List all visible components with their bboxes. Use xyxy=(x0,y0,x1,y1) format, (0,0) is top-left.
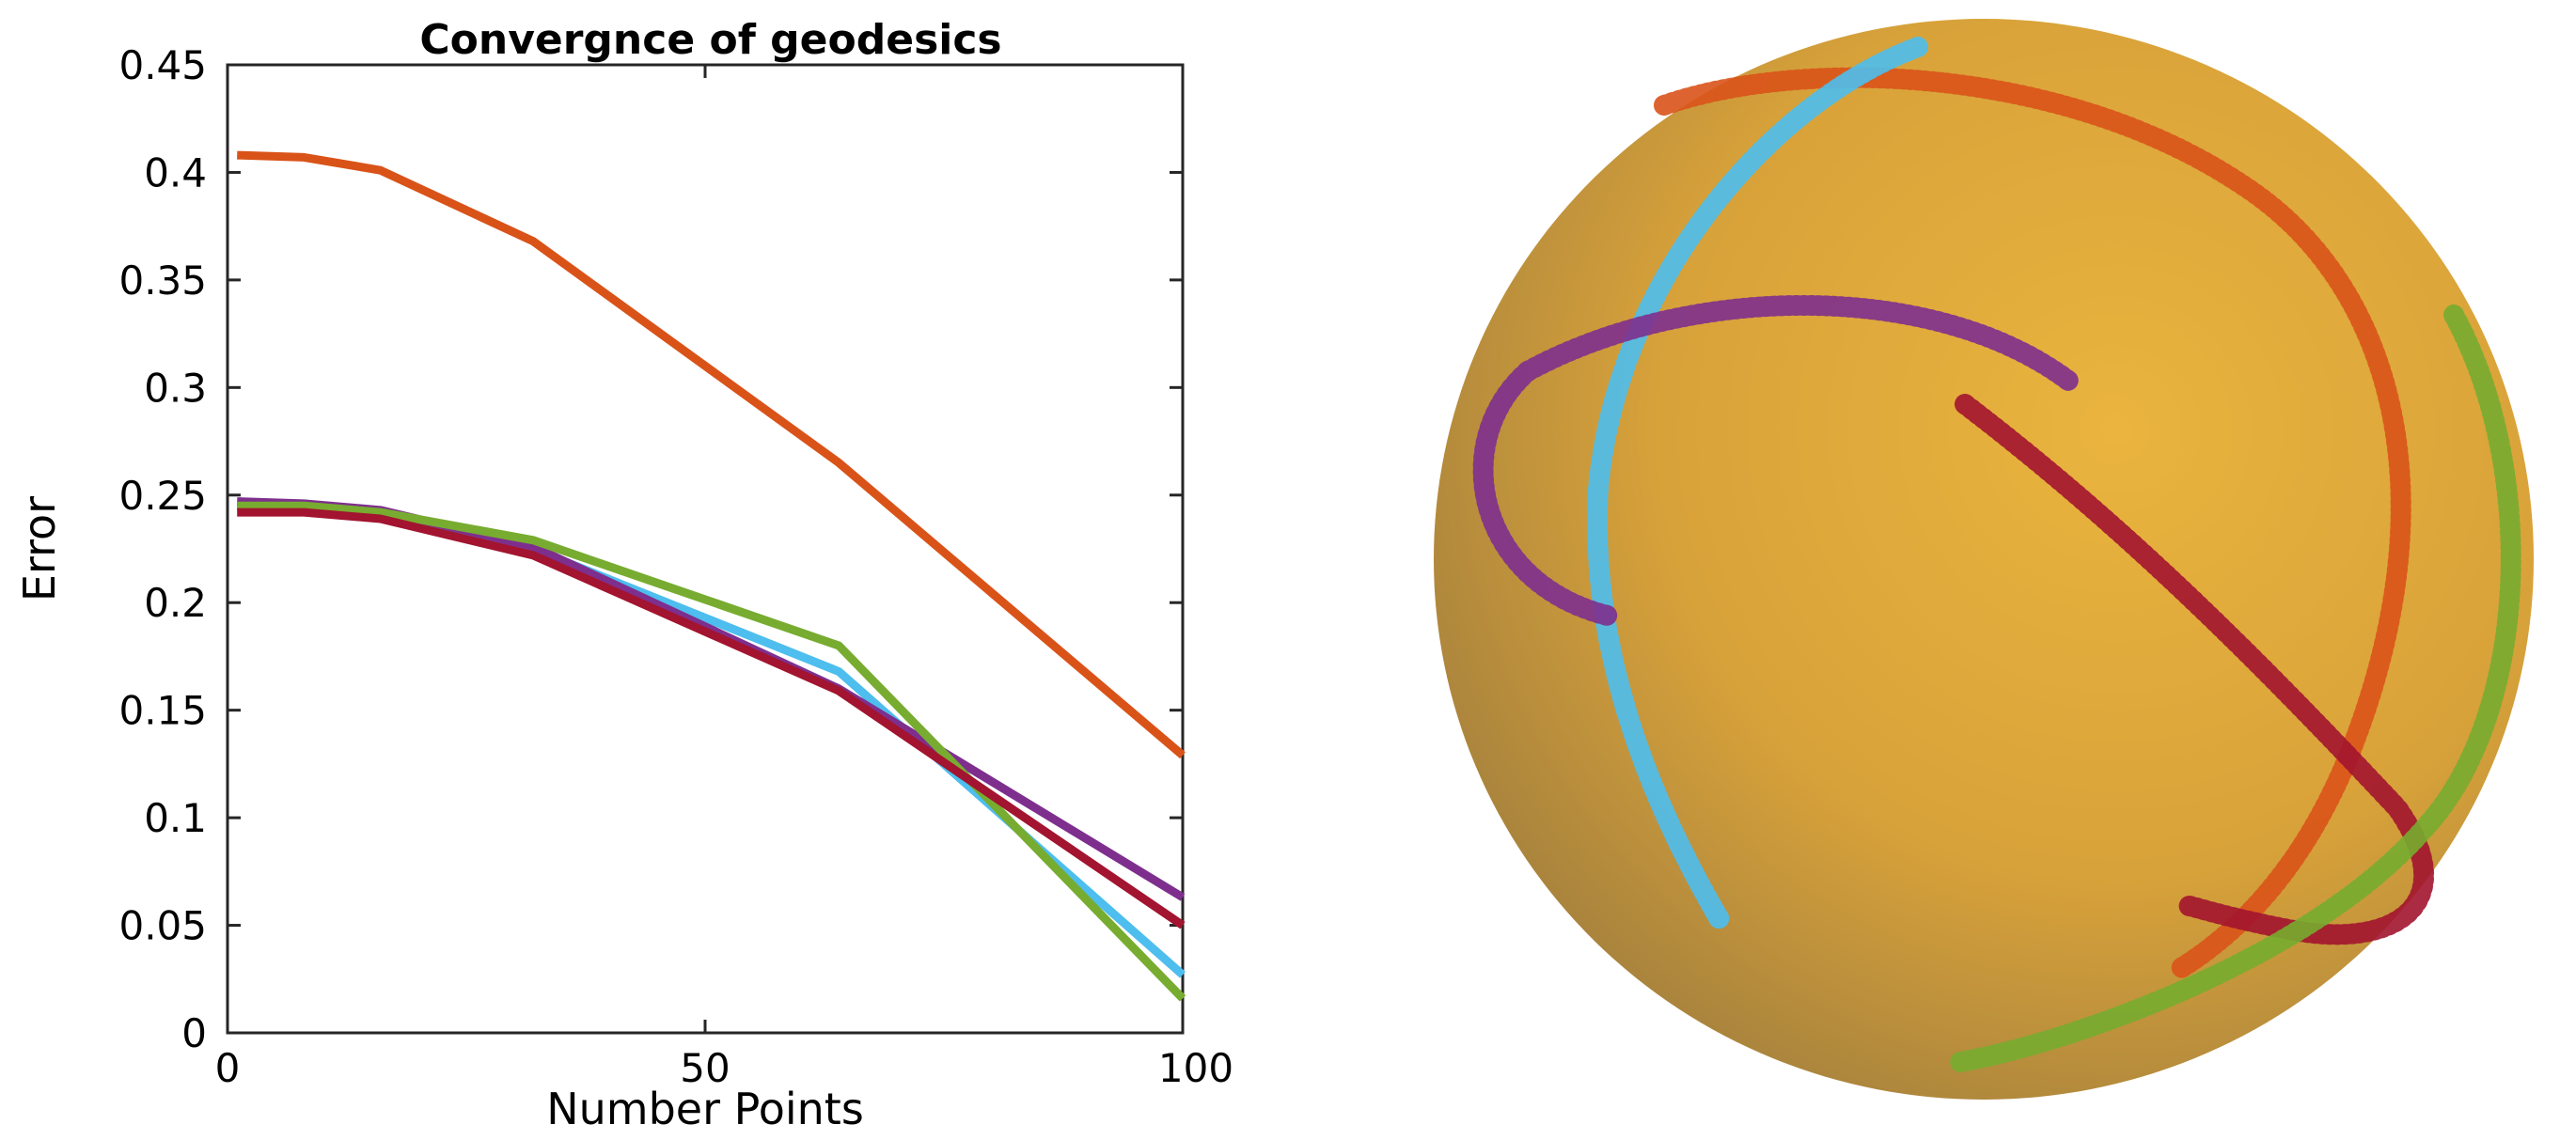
convergence-chart: Convergnce of geodesics 00.050.10.150.20… xyxy=(14,16,1233,1134)
plot-frame xyxy=(226,63,1185,1035)
series-line-3 xyxy=(237,497,1186,901)
geodesic-curve-3 xyxy=(1472,295,2079,626)
y-axis: 0 0.05 0.1 0.15 0.2 0.25 0.3 0.35 0.4 0.45 xyxy=(118,42,1183,1056)
x-axis: 0 50 100 xyxy=(215,65,1233,1091)
y-tick-label: 0.4 xyxy=(144,149,207,195)
sphere-surface xyxy=(1434,19,2534,1100)
series-line-5 xyxy=(237,508,1186,929)
y-tick-label: 0.3 xyxy=(144,365,207,411)
series-line-4 xyxy=(237,501,1186,1002)
x-axis-label: Number Points xyxy=(546,1084,864,1134)
y-axis-label: Error xyxy=(14,496,65,601)
y-tick-label: 0.45 xyxy=(118,42,207,88)
geodesic-curves xyxy=(1472,37,2521,1072)
sphere-figure xyxy=(1434,19,2534,1100)
x-tick-label: 50 xyxy=(680,1045,730,1091)
y-tick-label: 0.05 xyxy=(118,903,207,949)
x-tick-label: 100 xyxy=(1158,1045,1233,1091)
geodesic-curve-1 xyxy=(1654,67,2411,978)
geodesic-curve-5 xyxy=(1950,305,2521,1072)
y-tick-label: 0.15 xyxy=(118,688,207,734)
y-tick-label: 0.1 xyxy=(144,795,207,841)
geodesic-curve-2 xyxy=(1587,37,1928,931)
y-tick-label: 0.35 xyxy=(118,258,207,304)
chart-title: Convergnce of geodesics xyxy=(419,16,1001,64)
y-tick-label: 0.2 xyxy=(144,580,207,626)
series-line-2 xyxy=(237,501,1186,978)
x-tick-label: 0 xyxy=(215,1045,241,1091)
series-line-1 xyxy=(237,150,1186,759)
y-tick-label: 0 xyxy=(181,1010,207,1056)
y-tick-label: 0.25 xyxy=(118,473,207,519)
plot-lines xyxy=(237,150,1186,1002)
